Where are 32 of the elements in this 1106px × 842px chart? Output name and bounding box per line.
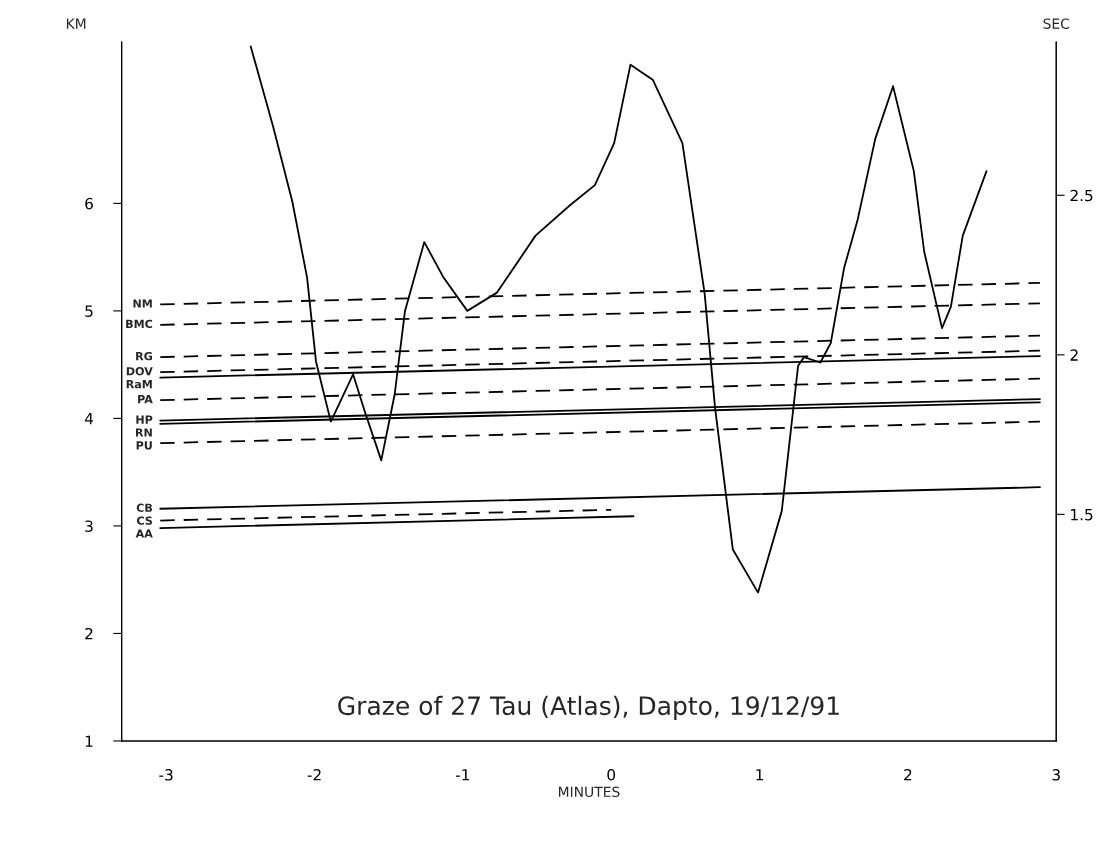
x-tick-label: 3 xyxy=(1052,769,1060,781)
x-axis-title: MINUTES xyxy=(558,786,620,798)
y-tick-label: 6 xyxy=(85,197,93,210)
y2-tick-label: 1.5 xyxy=(1071,509,1093,521)
x-tick-label: -1 xyxy=(455,769,470,781)
x-tick-label: -3 xyxy=(159,769,173,781)
series-label: RaM xyxy=(126,380,152,389)
y2-axis-title: SEC xyxy=(1043,18,1070,29)
y-axis-title: KM xyxy=(66,18,86,29)
series-label: PA xyxy=(138,395,153,404)
series-label: DOV xyxy=(126,367,153,376)
y-tick-label: 5 xyxy=(85,305,93,317)
text: Graze of 27 Tau (Atlas), Dapto, 19/12/91 xyxy=(338,695,839,720)
y2-tick-label: 2.5 xyxy=(1070,189,1093,202)
x-tick-label: 0 xyxy=(607,769,616,781)
x-tick-label: 1 xyxy=(756,769,763,781)
x-tick-label: -2 xyxy=(307,769,321,781)
series-label: PU xyxy=(136,441,152,450)
series-label: RN xyxy=(135,428,152,437)
y-tick-label: 1 xyxy=(85,735,93,747)
series-label: HP xyxy=(136,415,153,424)
y-tick-label: 2 xyxy=(85,627,93,640)
series-label: CB xyxy=(136,503,153,512)
series-label: RG xyxy=(136,351,152,361)
y-tick-label: 4 xyxy=(84,413,94,425)
series-label: CS xyxy=(137,516,152,525)
series-label: BMC xyxy=(126,319,153,329)
y-tick-label: 3 xyxy=(85,520,93,532)
series-label: NM xyxy=(133,299,152,308)
x-tick-label: 2 xyxy=(904,769,912,781)
series-label: AA xyxy=(135,529,153,538)
y2-tick-label: 2 xyxy=(1070,349,1078,361)
